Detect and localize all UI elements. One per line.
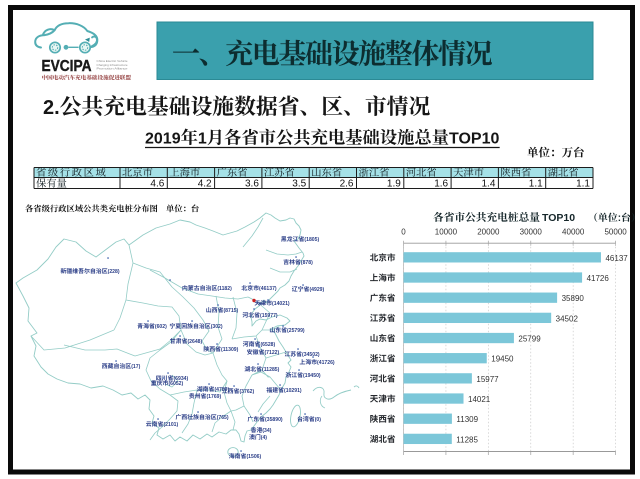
svg-text:(1805): (1805) — [304, 237, 319, 243]
svg-text:1.9: 1.9 — [387, 179, 401, 190]
svg-text:2.6: 2.6 — [340, 179, 354, 190]
svg-text:(25799): (25799) — [287, 328, 305, 334]
svg-text:15977: 15977 — [476, 375, 499, 384]
svg-text:1.1: 1.1 — [529, 179, 543, 190]
svg-text:TOP10: TOP10 — [449, 131, 500, 148]
svg-text:(11285): (11285) — [262, 367, 280, 373]
svg-text:4.2: 4.2 — [198, 179, 212, 190]
svg-text:25799: 25799 — [518, 334, 541, 343]
svg-text:30000: 30000 — [520, 228, 543, 237]
svg-text:(14021): (14021) — [272, 301, 290, 307]
svg-text:TOP10: TOP10 — [542, 212, 575, 224]
svg-text:1.1: 1.1 — [576, 179, 590, 190]
svg-text:(228): (228) — [108, 269, 120, 275]
svg-text:(6052): (6052) — [168, 381, 183, 387]
svg-text:(1506): (1506) — [246, 454, 261, 460]
svg-text:(602): (602) — [155, 324, 167, 330]
svg-text:(3762): (3762) — [239, 389, 254, 395]
svg-text:41726: 41726 — [587, 274, 610, 283]
svg-text:(6934): (6934) — [173, 376, 188, 382]
svg-text:3.6: 3.6 — [245, 179, 259, 190]
svg-text:(19450): (19450) — [303, 373, 321, 379]
svg-text:11309: 11309 — [456, 415, 478, 424]
svg-text:(41726): (41726) — [317, 360, 335, 366]
svg-text:(6528): (6528) — [260, 342, 275, 348]
svg-text:(7122): (7122) — [264, 350, 279, 356]
svg-text:(878): (878) — [301, 260, 313, 266]
svg-text:(2101): (2101) — [163, 422, 178, 428]
svg-text:1.6: 1.6 — [434, 179, 448, 190]
svg-text:2019: 2019 — [145, 131, 181, 148]
svg-text:14021: 14021 — [468, 395, 491, 404]
svg-text:(34502): (34502) — [302, 352, 320, 358]
svg-text:46137: 46137 — [605, 254, 628, 263]
svg-text::: : — [618, 213, 621, 224]
svg-text:(10291): (10291) — [284, 388, 302, 394]
svg-text:(15977): (15977) — [260, 313, 278, 319]
svg-text:19450: 19450 — [491, 355, 514, 364]
svg-text:(34): (34) — [262, 428, 271, 434]
svg-text:50000: 50000 — [604, 228, 627, 237]
svg-text:10000: 10000 — [435, 228, 458, 237]
svg-text:(35890): (35890) — [265, 417, 283, 423]
svg-text:(2648): (2648) — [187, 339, 202, 345]
svg-text:1: 1 — [198, 131, 207, 148]
svg-text:3.5: 3.5 — [292, 179, 306, 190]
svg-text:20000: 20000 — [477, 228, 500, 237]
svg-text:Charging Infrastructure: Charging Infrastructure — [97, 63, 128, 67]
svg-text:Promotion Alliance: Promotion Alliance — [97, 67, 128, 71]
svg-text:4.6: 4.6 — [150, 179, 164, 190]
svg-text:40000: 40000 — [562, 228, 585, 237]
svg-text:11285: 11285 — [456, 435, 478, 444]
svg-text:(1769): (1769) — [206, 394, 221, 400]
svg-text:(0): (0) — [315, 417, 322, 423]
svg-text:(4789): (4789) — [214, 387, 229, 393]
svg-text:(11309): (11309) — [221, 347, 239, 353]
svg-text:China Electric Vehicle: China Electric Vehicle — [97, 59, 128, 63]
svg-text:(302): (302) — [211, 324, 223, 330]
svg-text:(8715): (8715) — [223, 308, 238, 314]
svg-text:(17): (17) — [131, 364, 140, 370]
svg-text:1.4: 1.4 — [481, 179, 495, 190]
svg-text:(4929): (4929) — [309, 287, 324, 293]
svg-text:2.: 2. — [43, 97, 60, 119]
svg-text:(765): (765) — [217, 415, 229, 421]
svg-text:(46137): (46137) — [259, 286, 277, 292]
svg-text:(1182): (1182) — [217, 286, 232, 292]
svg-text:34502: 34502 — [556, 314, 579, 323]
svg-text:0: 0 — [401, 228, 406, 237]
svg-text:(4): (4) — [261, 435, 268, 441]
svg-text:35890: 35890 — [562, 294, 585, 303]
svg-text:EVCIPA: EVCIPA — [42, 58, 92, 75]
